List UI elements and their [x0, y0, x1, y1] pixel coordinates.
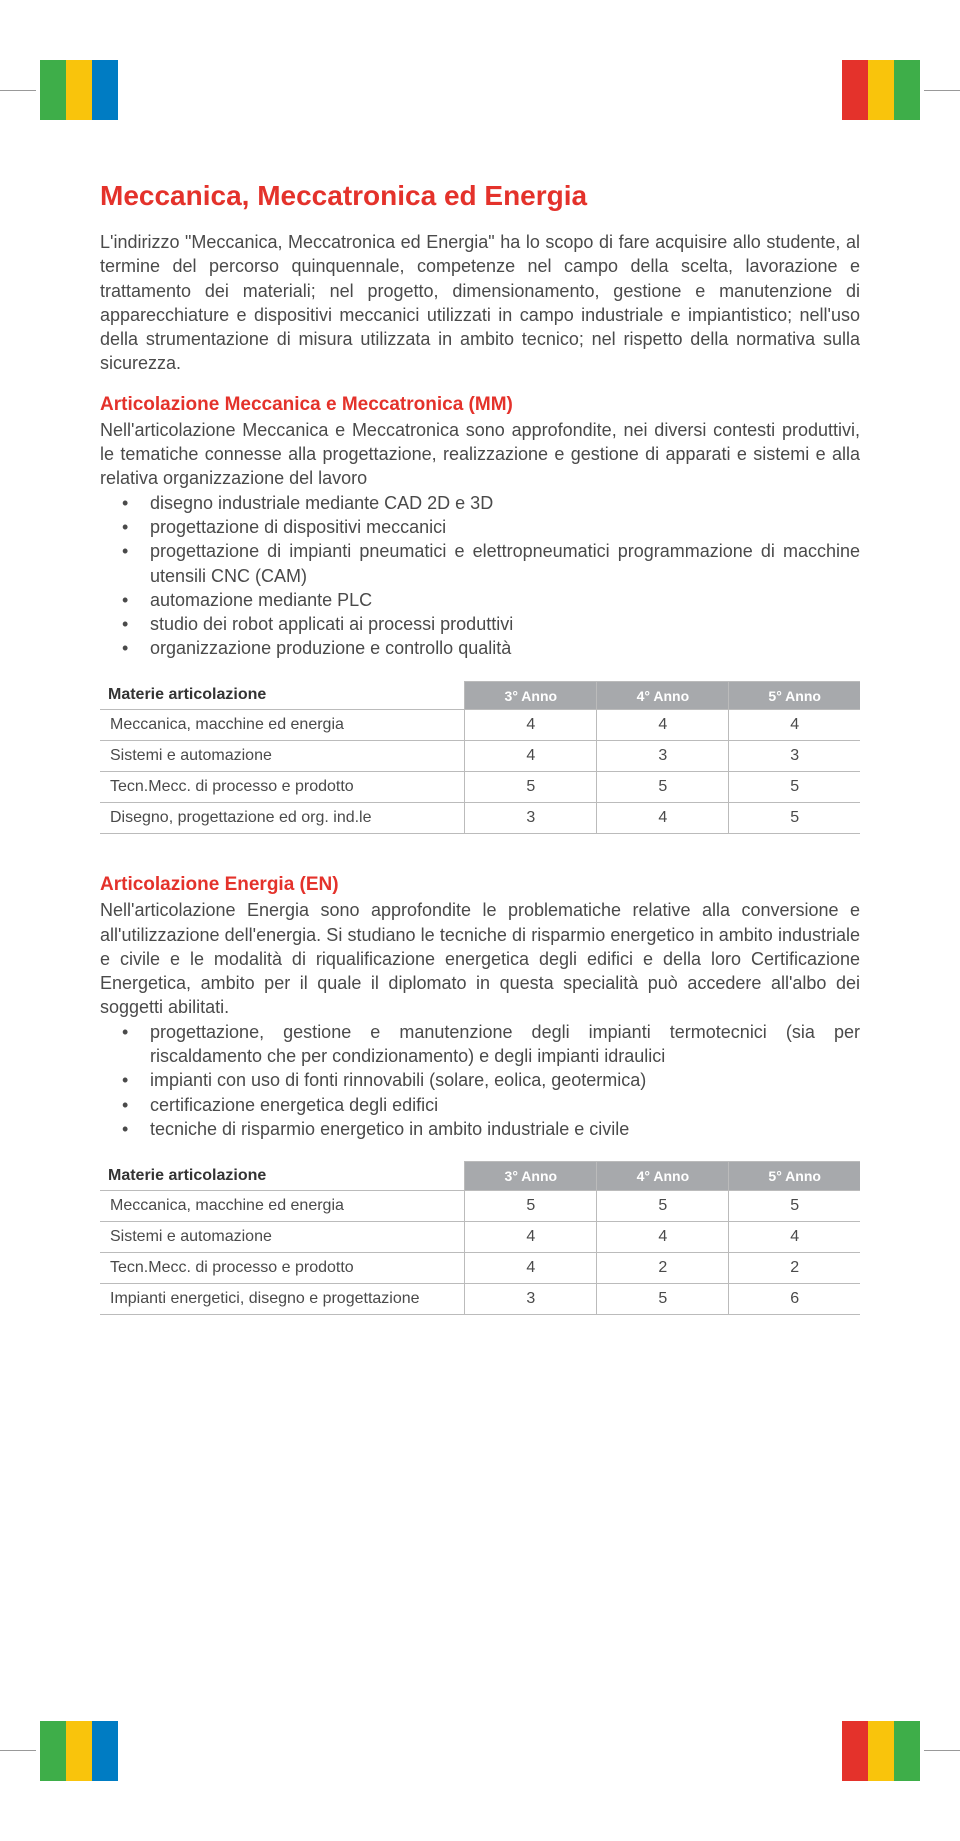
subject-label: Meccanica, macchine ed energia	[100, 1190, 465, 1221]
flag-stripe	[894, 1721, 920, 1781]
flag-stripe	[92, 1721, 118, 1781]
table-header-year: 5° Anno	[729, 681, 860, 710]
subject-value: 2	[729, 1252, 860, 1283]
table-header-year: 5° Anno	[729, 1162, 860, 1191]
subject-value: 5	[729, 772, 860, 803]
section-en-bullets: progettazione, gestione e manutenzione d…	[100, 1020, 860, 1141]
flag-stripe	[868, 60, 894, 120]
subject-value: 3	[465, 803, 597, 834]
subject-value: 6	[729, 1283, 860, 1314]
subject-value: 5	[597, 1190, 729, 1221]
table-header-label: Materie articolazione	[100, 1162, 465, 1191]
subject-value: 5	[465, 772, 597, 803]
subject-value: 3	[597, 741, 729, 772]
table-row: Sistemi e automazione444	[100, 1221, 860, 1252]
subject-value: 4	[597, 1221, 729, 1252]
flag-stripe	[842, 1721, 868, 1781]
table-mm: Materie articolazione3° Anno4° Anno5° An…	[100, 681, 860, 835]
flag-bottom-left	[40, 1721, 118, 1781]
flag-top-left	[40, 60, 118, 120]
table-row: Sistemi e automazione433	[100, 741, 860, 772]
table-row: Disegno, progettazione ed org. ind.le345	[100, 803, 860, 834]
bullet-item: automazione mediante PLC	[100, 588, 860, 612]
subject-value: 5	[597, 1283, 729, 1314]
section-en-intro: Nell'articolazione Energia sono approfon…	[100, 898, 860, 1019]
flag-stripe	[894, 60, 920, 120]
table-row: Meccanica, macchine ed energia555	[100, 1190, 860, 1221]
subject-label: Impianti energetici, disegno e progettaz…	[100, 1283, 465, 1314]
crop-mark	[924, 1750, 960, 1751]
subject-value: 3	[729, 741, 860, 772]
subject-value: 3	[465, 1283, 597, 1314]
table-en: Materie articolazione3° Anno4° Anno5° An…	[100, 1161, 860, 1315]
subject-label: Disegno, progettazione ed org. ind.le	[100, 803, 465, 834]
page: Meccanica, Meccatronica ed Energia L'ind…	[0, 0, 960, 1841]
subject-value: 5	[729, 803, 860, 834]
subject-label: Tecn.Mecc. di processo e prodotto	[100, 1252, 465, 1283]
subject-value: 4	[465, 1252, 597, 1283]
subject-value: 4	[597, 710, 729, 741]
subject-value: 2	[597, 1252, 729, 1283]
section-en-heading: Articolazione Energia (EN)	[100, 874, 860, 896]
section-mm-bullets: disegno industriale mediante CAD 2D e 3D…	[100, 491, 860, 661]
table-row: Tecn.Mecc. di processo e prodotto555	[100, 772, 860, 803]
flag-top-right	[842, 60, 920, 120]
flag-bottom-right	[842, 1721, 920, 1781]
bullet-item: studio dei robot applicati ai processi p…	[100, 612, 860, 636]
crop-mark	[0, 90, 36, 91]
bullet-item: tecniche di risparmio energetico in ambi…	[100, 1117, 860, 1141]
subject-value: 4	[465, 741, 597, 772]
bullet-item: impianti con uso di fonti rinnovabili (s…	[100, 1068, 860, 1092]
page-title: Meccanica, Meccatronica ed Energia	[100, 180, 860, 212]
table-header-year: 3° Anno	[465, 681, 597, 710]
flag-stripe	[66, 60, 92, 120]
subject-value: 4	[465, 1221, 597, 1252]
intro-paragraph: L'indirizzo "Meccanica, Meccatronica ed …	[100, 230, 860, 376]
subject-label: Sistemi e automazione	[100, 1221, 465, 1252]
subject-label: Tecn.Mecc. di processo e prodotto	[100, 772, 465, 803]
section-mm-heading: Articolazione Meccanica e Meccatronica (…	[100, 394, 860, 416]
table-row: Impianti energetici, disegno e progettaz…	[100, 1283, 860, 1314]
bullet-item: organizzazione produzione e controllo qu…	[100, 636, 860, 660]
flag-stripe	[868, 1721, 894, 1781]
table-row: Meccanica, macchine ed energia444	[100, 710, 860, 741]
subject-label: Sistemi e automazione	[100, 741, 465, 772]
subject-value: 5	[597, 772, 729, 803]
bullet-item: disegno industriale mediante CAD 2D e 3D	[100, 491, 860, 515]
subject-value: 4	[465, 710, 597, 741]
flag-stripe	[40, 60, 66, 120]
crop-mark	[0, 1750, 36, 1751]
table-header-year: 4° Anno	[597, 1162, 729, 1191]
subject-value: 4	[729, 710, 860, 741]
table-header-label: Materie articolazione	[100, 681, 465, 710]
flag-stripe	[66, 1721, 92, 1781]
subject-value: 5	[465, 1190, 597, 1221]
bullet-item: certificazione energetica degli edifici	[100, 1093, 860, 1117]
bullet-item: progettazione, gestione e manutenzione d…	[100, 1020, 860, 1069]
flag-stripe	[92, 60, 118, 120]
table-header-year: 4° Anno	[597, 681, 729, 710]
flag-stripe	[842, 60, 868, 120]
crop-mark	[924, 90, 960, 91]
bullet-item: progettazione di impianti pneumatici e e…	[100, 539, 860, 588]
flag-stripe	[40, 1721, 66, 1781]
table-header-year: 3° Anno	[465, 1162, 597, 1191]
subject-value: 5	[729, 1190, 860, 1221]
section-mm-intro: Nell'articolazione Meccanica e Meccatron…	[100, 418, 860, 491]
subject-value: 4	[597, 803, 729, 834]
table-row: Tecn.Mecc. di processo e prodotto422	[100, 1252, 860, 1283]
bullet-item: progettazione di dispositivi meccanici	[100, 515, 860, 539]
subject-label: Meccanica, macchine ed energia	[100, 710, 465, 741]
subject-value: 4	[729, 1221, 860, 1252]
